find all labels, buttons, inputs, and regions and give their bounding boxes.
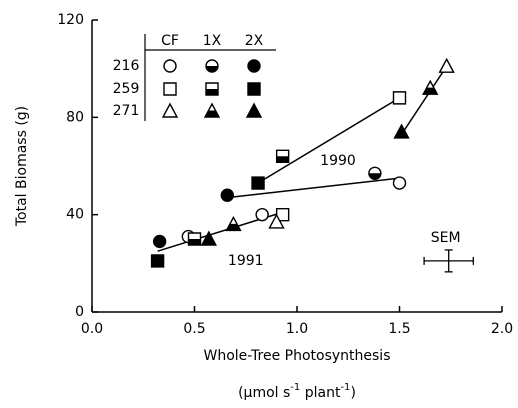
point xyxy=(200,230,218,246)
marker-half xyxy=(206,66,218,72)
marker-outline xyxy=(268,213,285,229)
units-part: (μmol s xyxy=(238,385,290,401)
fit-line xyxy=(257,97,400,184)
point xyxy=(275,149,290,163)
legend-marker xyxy=(205,59,219,73)
legend-marker xyxy=(205,82,219,96)
marker-outline xyxy=(247,82,261,96)
annotation: 1990 xyxy=(320,153,356,169)
y-tick-label: 0 xyxy=(75,304,84,320)
point xyxy=(220,188,235,202)
x-tick-label: 0.0 xyxy=(81,321,103,337)
point xyxy=(187,232,202,246)
legend-row: 216 xyxy=(113,58,140,74)
marker-outline xyxy=(393,123,410,139)
legend-row: 271 xyxy=(113,103,140,119)
units-part: ) xyxy=(350,385,355,401)
marker-outline xyxy=(161,102,179,118)
marker-half xyxy=(205,110,219,117)
marker-outline xyxy=(392,91,407,105)
marker-half xyxy=(276,156,289,163)
legend-marker xyxy=(161,102,179,118)
marker-half xyxy=(368,173,381,180)
marker-half xyxy=(206,89,218,95)
annotation: 1991 xyxy=(228,253,264,269)
legend-column: 2X xyxy=(245,33,264,49)
fit-line xyxy=(400,65,448,135)
legend-marker xyxy=(247,82,261,96)
point xyxy=(438,57,455,73)
marker-outline xyxy=(150,254,165,268)
marker-half xyxy=(188,239,201,245)
y-tick-label: 40 xyxy=(66,207,84,223)
y-tick-label: 120 xyxy=(57,12,84,28)
point xyxy=(152,234,167,249)
marker-outline xyxy=(255,207,269,222)
marker-outline xyxy=(245,102,263,118)
point xyxy=(422,79,439,95)
point xyxy=(392,91,407,105)
legend-marker xyxy=(203,102,221,118)
point xyxy=(255,207,269,222)
legend-marker xyxy=(163,59,177,73)
marker-outline xyxy=(220,188,235,202)
y-axis-label: Total Biomass (g) xyxy=(14,106,30,227)
x-tick-label: 1.0 xyxy=(286,321,308,337)
x-axis-units: (μmol s-1 plant-1) xyxy=(238,382,356,401)
marker-outline xyxy=(392,176,407,190)
units-sup: -1 xyxy=(340,382,350,393)
units-part: plant xyxy=(300,385,341,401)
units-sup: -1 xyxy=(290,382,300,393)
x-tick-label: 1.5 xyxy=(388,321,410,337)
legend-marker xyxy=(247,59,261,73)
point xyxy=(268,213,285,229)
marker-outline xyxy=(152,234,167,249)
x-axis-label: Whole-Tree Photosynthesis xyxy=(203,348,390,364)
point xyxy=(251,176,265,190)
legend-column: 1X xyxy=(203,33,222,49)
sem-label: SEM xyxy=(431,230,461,246)
point xyxy=(393,123,410,139)
marker-half xyxy=(423,87,438,95)
marker-outline xyxy=(438,57,455,73)
y-tick-label: 80 xyxy=(66,109,84,125)
legend-marker xyxy=(245,102,263,118)
point xyxy=(150,254,165,268)
marker-outline xyxy=(163,59,177,73)
x-tick-label: 2.0 xyxy=(491,321,513,337)
x-tick-label: 0.5 xyxy=(183,321,205,337)
fit-line xyxy=(227,177,400,199)
marker-outline xyxy=(200,230,218,246)
point xyxy=(368,166,382,180)
marker-outline xyxy=(251,176,265,190)
legend-row: 259 xyxy=(113,81,140,97)
marker-outline xyxy=(163,82,177,96)
point xyxy=(392,176,407,190)
marker-half xyxy=(226,223,241,231)
marker-outline xyxy=(247,59,261,73)
legend-marker xyxy=(163,82,177,96)
point xyxy=(225,215,242,232)
legend-column: CF xyxy=(161,33,179,49)
